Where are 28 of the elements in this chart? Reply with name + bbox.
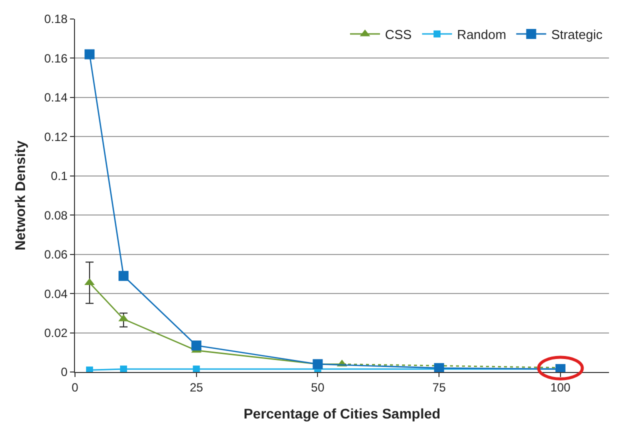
y-axis-title: Network Density — [12, 140, 28, 250]
y-tick-label: 0.14 — [44, 90, 68, 105]
legend-label: Strategic — [551, 27, 603, 42]
x-axis-title: Percentage of Cities Sampled — [244, 406, 440, 422]
point — [120, 366, 128, 372]
y-tick-label: 0 — [60, 365, 68, 380]
y-tick-label: 0.06 — [44, 248, 68, 262]
point — [84, 49, 95, 60]
x-tick-label: 25 — [190, 380, 204, 394]
x-tick-label: 75 — [432, 380, 446, 394]
point — [118, 270, 129, 281]
y-tick-label: 0.08 — [44, 208, 68, 222]
point — [434, 363, 444, 372]
x-tick-label: 100 — [550, 380, 571, 394]
y-tick-label: 0.1 — [50, 169, 68, 184]
legend-label: CSS — [385, 27, 412, 42]
point — [312, 359, 323, 370]
y-tick-label: 0.02 — [44, 326, 68, 340]
point — [191, 340, 202, 351]
point — [86, 366, 94, 372]
y-tick-label: 0.18 — [44, 12, 68, 26]
y-tick-label: 0.16 — [44, 51, 68, 66]
x-tick-label: 0 — [72, 380, 79, 394]
x-tick-label: 50 — [311, 380, 325, 394]
y-tick-label: 0.04 — [44, 286, 68, 301]
point — [192, 366, 200, 372]
legend-label: Random — [457, 27, 506, 42]
y-tick-label: 0.12 — [44, 130, 68, 144]
